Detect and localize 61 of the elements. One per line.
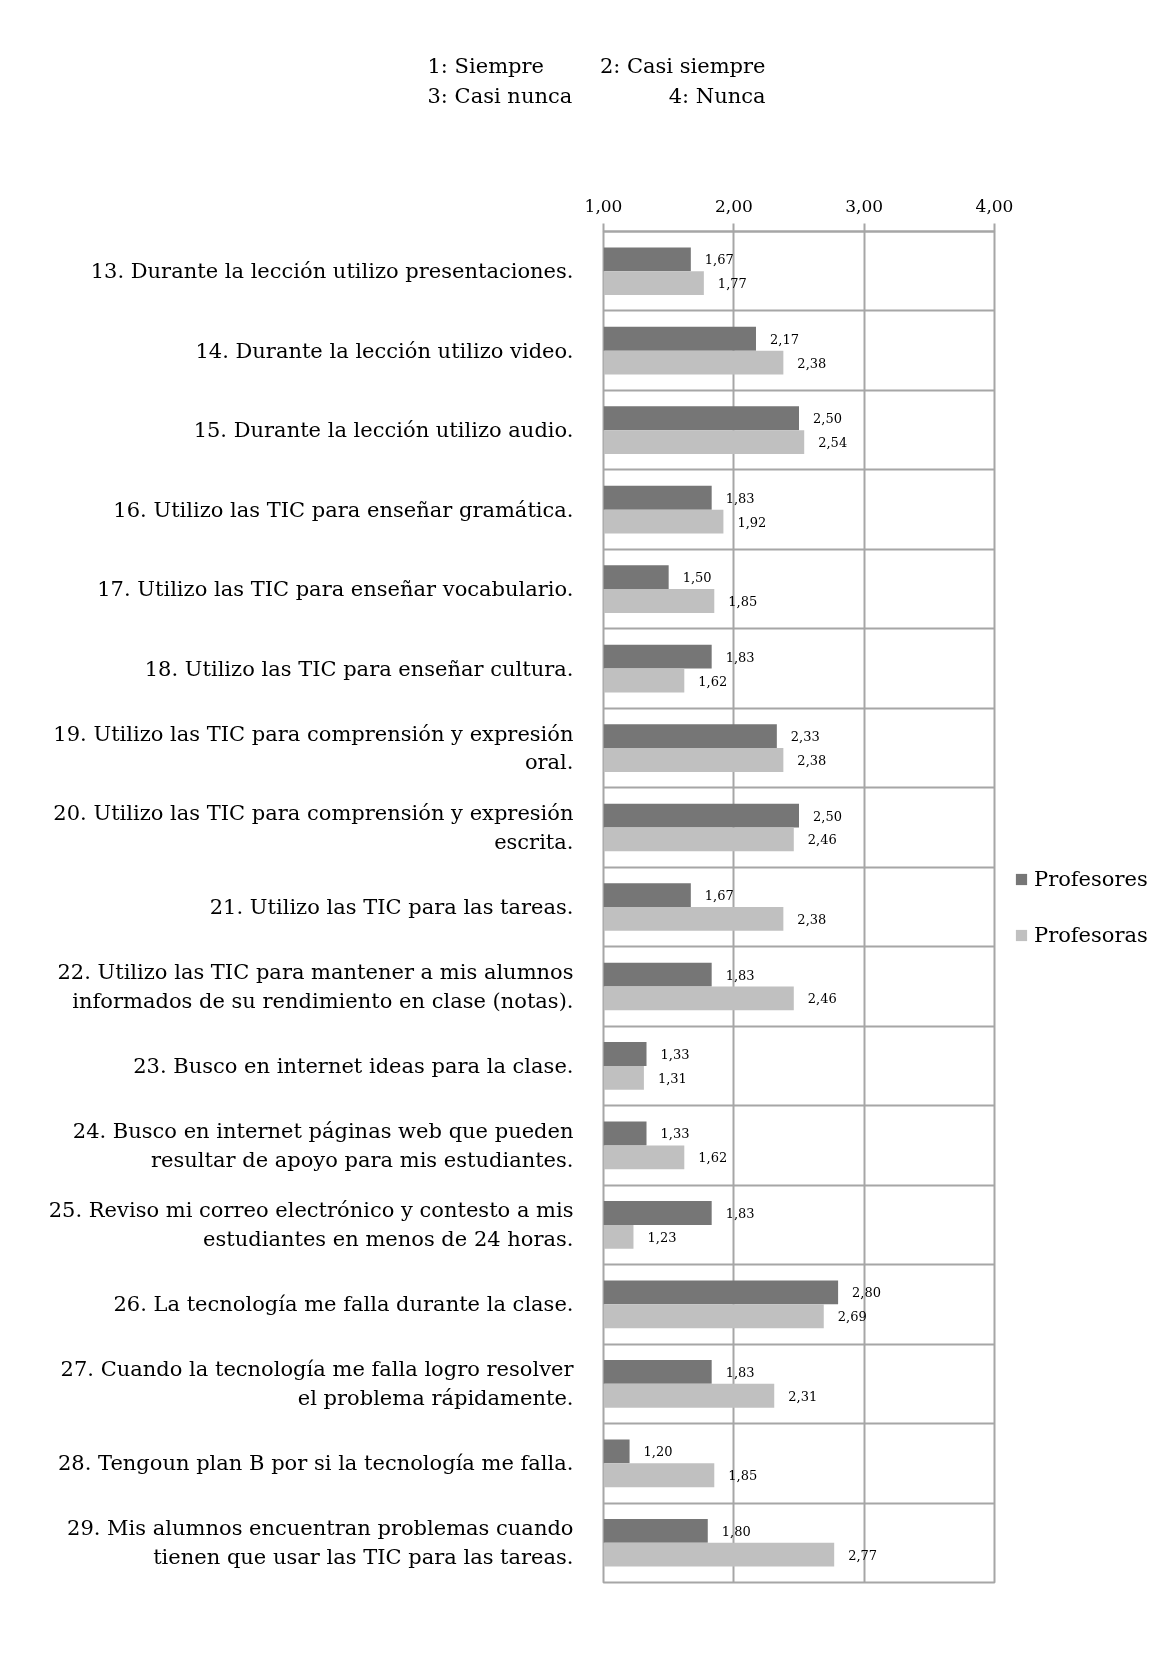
legend-label: Profesores bbox=[1034, 866, 1148, 891]
data-label: 2,38 bbox=[797, 911, 827, 927]
y-tick-label: 24. Busco en internet páginas web que pueden resultar de apoyo para mis estudiantes. bbox=[72, 1119, 574, 1172]
data-label: 1,31 bbox=[657, 1070, 687, 1086]
data-label: 1,80 bbox=[721, 1523, 751, 1539]
y-tick-label: 15. Durante la lección utilizo audio. bbox=[193, 418, 574, 443]
data-label: 1,83 bbox=[725, 1364, 755, 1380]
data-label: 1,20 bbox=[643, 1444, 673, 1460]
text: 1: Siempre bbox=[427, 53, 544, 78]
data-label: 1,85 bbox=[728, 1468, 758, 1484]
x-tick-label: 1,00 bbox=[584, 195, 623, 216]
data-label: 2,50 bbox=[813, 808, 842, 824]
data-label: 1,50 bbox=[682, 570, 712, 586]
y-tick-label: 19. Utilizo las TIC para comprensión y expresión oral. bbox=[53, 721, 574, 775]
x-tick-label: 3,00 bbox=[845, 195, 884, 216]
data-label: 1,67 bbox=[704, 888, 734, 904]
y-tick-label: 22. Utilizo las TIC para mantener a mis alumnos informados de su rendimiento en clase (notas). bbox=[57, 960, 574, 1013]
y-tick-label: 29. Mis alumnos encuentran problemas cuando tienen que usar las TIC para las tareas. bbox=[67, 1516, 574, 1570]
data-label: 2,77 bbox=[848, 1547, 878, 1563]
data-label: 2,69 bbox=[837, 1309, 867, 1325]
data-label: 2,80 bbox=[852, 1285, 882, 1301]
y-tick-label: 18. Utilizo las TIC para enseñar cultura. bbox=[144, 656, 574, 681]
data-label: 2,50 bbox=[813, 411, 842, 427]
y-tick-label: 23. Busco en internet ideas para la clase. bbox=[133, 1053, 574, 1078]
data-label: 2,46 bbox=[807, 832, 837, 848]
data-label: 2,38 bbox=[797, 752, 827, 768]
data-label: 1,83 bbox=[725, 490, 755, 506]
y-tick-label: 26. La tecnología me falla durante la clase. bbox=[113, 1292, 574, 1317]
data-label: 1,83 bbox=[725, 967, 755, 983]
y-tick-label: 17. Utilizo las TIC para enseñar vocabulario. bbox=[97, 577, 574, 602]
data-label: 2,33 bbox=[790, 729, 820, 745]
y-tick-label: 28. Tengoun plan B por si la tecnología me falla. bbox=[57, 1451, 574, 1476]
data-label: 2,38 bbox=[797, 355, 827, 371]
y-tick-label: 25. Reviso mi correo electrónico y contesto a mis estudiantes en menos de 24 horas. bbox=[48, 1198, 574, 1252]
data-label: 1,62 bbox=[698, 1150, 728, 1166]
x-tick-label: 4,00 bbox=[975, 195, 1014, 216]
y-tick-label: 13. Durante la lección utilizo presentaciones. bbox=[90, 259, 574, 284]
data-label: 1,77 bbox=[717, 276, 747, 292]
y-tick-label: 21. Utilizo las TIC para las tareas. bbox=[209, 895, 574, 919]
text: 4: Nunca bbox=[668, 83, 766, 108]
data-label: 1,62 bbox=[698, 673, 728, 689]
data-label: 1,23 bbox=[647, 1229, 677, 1245]
legend-label: Profesoras bbox=[1034, 922, 1148, 947]
data-label: 1,33 bbox=[660, 1047, 690, 1063]
y-tick-label: 16. Utilizo las TIC para enseñar gramática. bbox=[113, 497, 574, 522]
text: 3: Casi nunca bbox=[427, 83, 573, 108]
data-label: 1,83 bbox=[725, 1205, 755, 1221]
data-label: 2,54 bbox=[818, 435, 848, 451]
data-label: 1,83 bbox=[725, 649, 755, 665]
data-label: 1,92 bbox=[737, 514, 767, 530]
y-tick-label: 27. Cuando la tecnología me falla logro resolver el problema rápidamente. bbox=[60, 1357, 575, 1411]
data-label: 1,67 bbox=[704, 252, 734, 268]
data-label: 1,85 bbox=[728, 594, 758, 610]
data-label: 2,46 bbox=[807, 991, 837, 1007]
y-tick-label: 14. Durante la lección utilizo video. bbox=[195, 338, 574, 363]
y-tick-label: 20. Utilizo las TIC para comprensión y expresión escrita. bbox=[53, 801, 574, 854]
data-label: 2,31 bbox=[788, 1388, 818, 1404]
text: 2: Casi siempre bbox=[599, 53, 766, 78]
data-label: 1,33 bbox=[660, 1126, 690, 1142]
data-label: 2,17 bbox=[769, 331, 799, 347]
x-tick-label: 2,00 bbox=[714, 195, 753, 216]
